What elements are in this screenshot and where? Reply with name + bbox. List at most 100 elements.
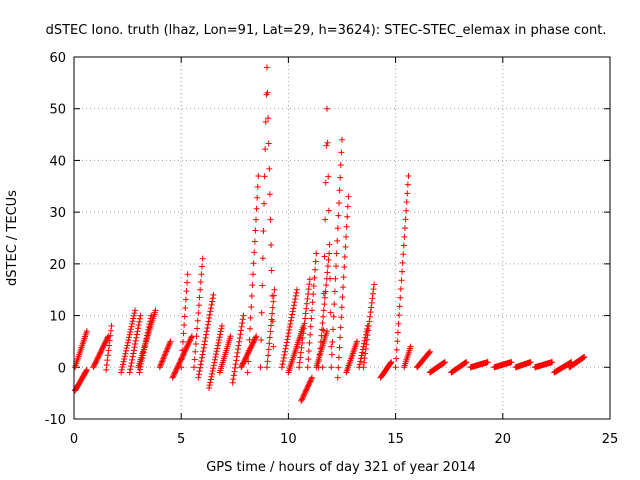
data-point [302, 315, 309, 322]
data-point [340, 274, 347, 281]
data-point [182, 346, 189, 353]
data-point [227, 333, 234, 340]
data-point [398, 277, 405, 284]
data-point [266, 191, 273, 198]
data-point [316, 357, 323, 364]
data-point [292, 292, 299, 299]
y-tick-label: 20 [49, 258, 66, 273]
data-point [399, 268, 406, 275]
data-point [301, 320, 308, 327]
data-point [363, 341, 370, 348]
data-point [394, 338, 401, 345]
data-point [210, 362, 217, 369]
data-point [106, 342, 113, 349]
data-point [231, 368, 238, 375]
data-point [283, 342, 290, 349]
data-point [236, 334, 243, 341]
data-point [200, 348, 207, 355]
arc-series [126, 312, 144, 376]
data-point [310, 291, 317, 298]
data-point [158, 359, 165, 366]
data-point [156, 364, 163, 371]
data-point [306, 381, 313, 388]
data-point [129, 353, 136, 360]
data-point [278, 364, 285, 371]
data-point [108, 322, 115, 329]
data-point [260, 227, 267, 234]
data-point [172, 369, 179, 376]
data-point [361, 359, 368, 366]
data-point [244, 369, 251, 376]
data-point [269, 310, 276, 317]
data-point [205, 318, 212, 325]
data-point [293, 286, 300, 293]
arc-series [238, 333, 260, 371]
y-tick-label: 40 [49, 154, 66, 169]
data-point [284, 333, 291, 340]
data-point [107, 332, 114, 339]
data-point [175, 362, 182, 369]
data-point [198, 354, 205, 361]
data-point [179, 338, 186, 345]
x-axis-label: GPS time / hours of day 321 of year 2014 [206, 460, 476, 475]
data-point [201, 338, 208, 345]
data-point [328, 351, 335, 358]
data-point [251, 249, 258, 256]
data-point [128, 359, 135, 366]
data-point [160, 354, 167, 361]
data-point [402, 216, 409, 223]
data-point [405, 172, 412, 179]
data-point [280, 354, 287, 361]
data-point [164, 345, 171, 352]
data-point [340, 284, 347, 291]
data-point [298, 344, 305, 351]
data-point [253, 205, 260, 212]
data-point [128, 323, 135, 330]
arc-series [191, 255, 206, 371]
data-point [341, 253, 348, 260]
data-point [345, 193, 352, 200]
data-point [270, 298, 277, 305]
data-point [121, 355, 128, 362]
arc-series [392, 172, 412, 371]
data-point [210, 365, 217, 372]
data-point [180, 351, 187, 358]
data-point [248, 303, 255, 310]
data-point [206, 382, 213, 389]
arc-series [512, 359, 534, 371]
data-point [303, 386, 310, 393]
data-point [132, 341, 139, 348]
data-point [213, 351, 220, 358]
data-point [103, 361, 110, 368]
data-point [107, 327, 114, 334]
data-point [203, 328, 210, 335]
data-point [333, 250, 340, 257]
data-point [323, 282, 330, 289]
data-point [267, 328, 274, 335]
data-point [426, 349, 433, 356]
data-point [169, 374, 176, 381]
data-point [362, 350, 369, 357]
data-point [336, 187, 343, 194]
data-point [126, 369, 133, 376]
arc-series [315, 250, 333, 371]
data-point [211, 359, 218, 366]
arc-series [206, 322, 225, 391]
data-point [330, 326, 337, 333]
data-point [157, 362, 164, 369]
data-point [198, 271, 205, 278]
data-point [336, 344, 343, 351]
data-point [326, 241, 333, 248]
data-point [265, 140, 272, 147]
arc-series [566, 353, 588, 371]
data-point [364, 332, 371, 339]
data-point [120, 358, 127, 365]
data-point [250, 260, 257, 267]
data-point [136, 318, 143, 325]
data-point [282, 345, 289, 352]
data-point [322, 216, 329, 223]
data-point [367, 309, 374, 316]
data-point [165, 342, 172, 349]
data-point [255, 172, 262, 179]
data-point [184, 271, 191, 278]
